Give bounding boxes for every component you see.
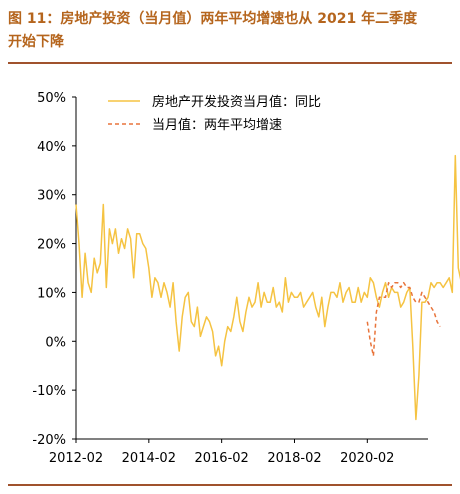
y-tick-label: 50% (37, 91, 66, 106)
series-line-2 (366, 281, 441, 357)
x-tick-label: 2014-02 (122, 451, 176, 466)
x-tick-label: 2016-02 (194, 451, 248, 466)
x-axis: 2012-02 2014-02 2016-02 2018-02 2020-02 (49, 438, 428, 466)
legend-label-2: 当月值：两年平均增速 (152, 117, 282, 133)
bottom-divider (8, 484, 452, 486)
y-tick-label: 30% (37, 189, 66, 204)
x-tick-label: 2020-02 (340, 451, 394, 466)
series-line-1 (75, 154, 460, 421)
legend-label-1: 房地产开发投资当月值：同比 (152, 94, 321, 110)
x-tick-label: 2018-02 (267, 451, 321, 466)
figure-title-line1: 图 11：房地产投资（当月值）两年平均增速也从 2021 年二季度 (8, 11, 418, 27)
y-tick-label: 20% (37, 238, 66, 253)
y-tick-label: -20% (32, 433, 66, 448)
y-tick-label: -10% (32, 384, 66, 399)
y-tick-label: 40% (37, 140, 66, 155)
figure-title: 图 11：房地产投资（当月值）两年平均增速也从 2021 年二季度 开始下降 (8, 8, 452, 54)
y-tick-label: 0% (45, 335, 66, 350)
y-tick-label: 10% (37, 286, 66, 301)
y-axis: 50% 40% 30% 20% 10% 0% -10% -20% (32, 91, 77, 448)
figure-title-line2: 开始下降 (8, 34, 64, 50)
series-lines (75, 154, 460, 421)
title-divider (8, 62, 452, 64)
x-tick-label: 2012-02 (49, 451, 103, 466)
